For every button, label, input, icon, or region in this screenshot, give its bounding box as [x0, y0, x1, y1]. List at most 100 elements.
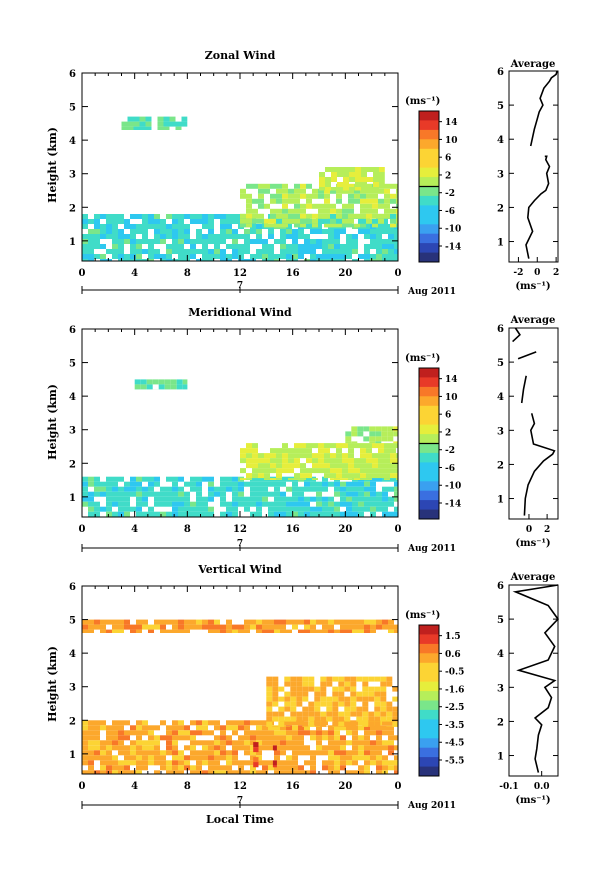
heatmap-cell — [232, 740, 238, 746]
heatmap-cell — [202, 476, 208, 482]
heatmap-cell — [154, 770, 160, 774]
heatmap-cell — [350, 706, 357, 712]
heatmap-cell — [274, 624, 280, 630]
heatmap-cell — [256, 224, 262, 229]
heatmap-cell — [360, 473, 366, 479]
heatmap-cell — [100, 244, 106, 249]
heatmap-cell — [300, 453, 306, 459]
colorbar-tick-label: 0.6 — [445, 650, 461, 660]
heatmap-cell — [146, 384, 153, 390]
heatmap-cell — [298, 720, 304, 726]
heatmap-cell — [290, 706, 297, 712]
avg-profile-line — [525, 155, 551, 259]
heatmap-cell — [381, 436, 388, 442]
heatmap-cell — [82, 624, 88, 630]
heatmap-cell — [238, 745, 244, 751]
heatmap-cell — [376, 496, 382, 502]
heatmap-cell — [346, 486, 352, 492]
heatmap-cell — [396, 188, 398, 194]
heatmap-cell — [118, 740, 124, 746]
heatmap-cell — [332, 706, 339, 712]
heatmap-cell — [340, 501, 346, 507]
avg-x-tick-label: 0.0 — [534, 782, 550, 792]
heatmap-cell — [386, 706, 393, 712]
heatmap-cell — [336, 223, 342, 228]
heatmap-cell — [226, 506, 232, 512]
heatmap-cell — [310, 511, 316, 517]
heatmap-cell — [332, 701, 339, 707]
heatmap-cell — [202, 506, 208, 512]
y-tick-label: 3 — [69, 683, 76, 694]
heatmap-cell — [100, 725, 106, 731]
heatmap-cell — [337, 172, 343, 177]
heatmap-cell — [396, 218, 398, 224]
heatmap-cell — [338, 696, 345, 702]
heatmap-cell — [244, 506, 250, 512]
heatmap-cell — [396, 193, 398, 199]
heatmap-cell — [145, 126, 152, 130]
heatmap-cell — [160, 229, 166, 234]
heatmap-cell — [342, 453, 348, 459]
heatmap-cell — [294, 218, 300, 224]
heatmap-cell — [276, 213, 282, 219]
heatmap-cell — [258, 193, 264, 199]
heatmap-cell — [344, 681, 351, 687]
heatmap-cell — [274, 491, 280, 497]
heatmap-cell — [100, 740, 106, 746]
heatmap-cell — [304, 244, 310, 249]
colorbar-swatch — [419, 233, 439, 244]
heatmap-cell — [346, 481, 352, 487]
heatmap-cell — [164, 379, 171, 385]
heatmap-cell — [349, 167, 355, 172]
heatmap-cell — [348, 203, 354, 209]
heatmap-cell — [310, 506, 316, 512]
heatmap-cell — [292, 720, 298, 726]
heatmap-cell — [262, 259, 268, 261]
heatmap-cell — [166, 735, 172, 741]
heatmap-cell — [100, 214, 106, 219]
heatmap-cell — [94, 624, 100, 630]
heatmap-cell — [94, 770, 100, 774]
y-tick-label: 5 — [69, 616, 76, 627]
heatmap-cell — [322, 735, 328, 741]
heatmap-cell — [336, 208, 342, 214]
colorbar-swatch — [419, 224, 439, 235]
heatmap-cell — [130, 760, 136, 766]
heatmap-cell — [392, 711, 398, 717]
heatmap-cell — [376, 501, 382, 507]
heatmap-cell — [387, 431, 394, 437]
heatmap-cell — [139, 116, 146, 122]
heatmap-cell — [220, 501, 226, 507]
heatmap-cell — [316, 224, 322, 229]
heatmap-cell — [364, 249, 370, 254]
y-axis-label: Height (km) — [46, 646, 59, 722]
heatmap-cell — [374, 716, 381, 722]
heatmap-cell — [196, 619, 202, 625]
heatmap-cell — [376, 506, 382, 512]
heatmap-cell — [226, 511, 232, 517]
heatmap-cell — [226, 735, 232, 741]
heatmap-cell — [379, 182, 385, 187]
heatmap-cell — [88, 249, 94, 254]
heatmap-cell — [382, 501, 388, 507]
heatmap-cell — [292, 229, 298, 234]
heatmap-cell — [274, 770, 280, 774]
heatmap-cell — [346, 511, 352, 517]
heatmap-cell — [142, 720, 148, 726]
heatmap-cell — [286, 745, 292, 751]
heatmap-cell — [148, 491, 154, 497]
heatmap-cell — [312, 458, 318, 464]
heatmap-cell — [220, 735, 226, 741]
colorbar-swatch — [419, 386, 439, 397]
heatmap-cell — [346, 629, 352, 633]
heatmap-cell — [232, 234, 238, 239]
heatmap-cell — [190, 770, 196, 774]
heatmap-cell — [160, 511, 166, 517]
heatmap-cell — [166, 730, 172, 736]
heatmap-cell — [370, 624, 376, 630]
heatmap-cell — [266, 711, 273, 717]
heatmap-cell — [363, 426, 370, 432]
heatmap-cell — [379, 167, 385, 172]
heatmap-cell — [268, 624, 274, 630]
